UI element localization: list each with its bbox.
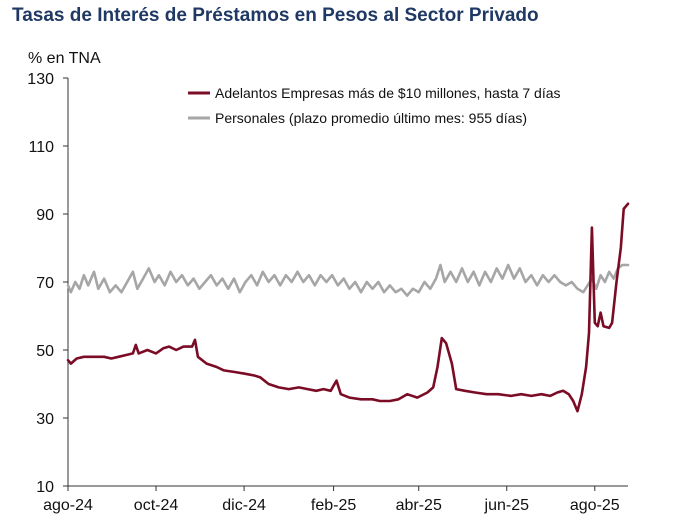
- y-tick-label: 70: [36, 275, 54, 292]
- legend-label: Personales (plazo promedio último mes: 9…: [215, 110, 527, 126]
- x-tick-label: dic-24: [222, 497, 266, 514]
- y-tick-label: 10: [36, 479, 54, 496]
- y-tick-label: 50: [36, 343, 54, 360]
- x-tick-label: oct-24: [134, 497, 179, 514]
- series-line-personales: [66, 263, 630, 297]
- y-tick-label: 110: [28, 139, 54, 156]
- y-axis-unit-label: % en TNA: [28, 50, 101, 67]
- y-tick-label: 90: [36, 207, 54, 224]
- series-line-adelantos: [66, 202, 630, 413]
- x-tick-label: jun-25: [484, 497, 530, 514]
- y-tick-label: 30: [36, 411, 54, 428]
- chart-title: Tasas de Interés de Préstamos en Pesos a…: [12, 5, 539, 26]
- legend-label: Adelantos Empresas más de $10 millones, …: [215, 85, 561, 101]
- x-tick-label: feb-25: [311, 497, 356, 514]
- x-tick-label: abr-25: [396, 497, 442, 514]
- y-tick-label: 130: [27, 71, 54, 88]
- x-tick-label: ago-25: [570, 497, 620, 514]
- x-tick-label: ago-24: [43, 497, 93, 514]
